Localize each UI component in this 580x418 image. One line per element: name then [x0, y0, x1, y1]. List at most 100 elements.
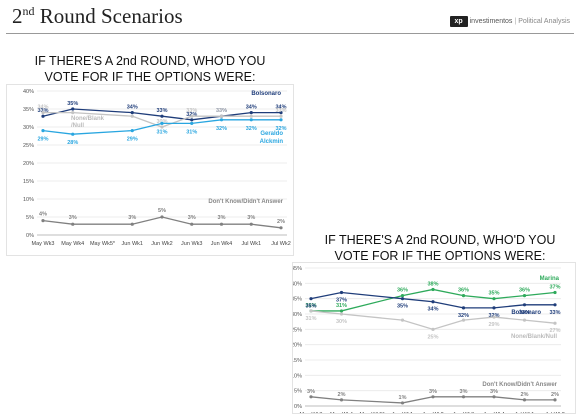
chart2-data-point [522, 303, 527, 307]
chart2-ytick-label: 45% [293, 266, 302, 272]
chart1-data-point [190, 118, 194, 122]
chart2-data-label: 37% [549, 285, 560, 291]
chart2-data-label: 38% [427, 281, 438, 287]
chart2-heading-line2: VOTE FOR IF THE OPTIONS WERE: [334, 249, 546, 263]
chart2-data-label: 2% [551, 392, 559, 398]
chart1-data-point [249, 114, 253, 118]
chart2-data-label: 36% [397, 288, 408, 294]
chart2-ytick-label: 0% [294, 404, 302, 410]
chart1-data-point [279, 111, 283, 115]
chart2-ytick-label: 40% [293, 281, 302, 287]
chart2-data-point [461, 318, 466, 322]
chart2-data-label: 27% [549, 328, 560, 334]
chart2-data-point [339, 312, 344, 316]
chart2-data-point [461, 294, 466, 298]
chart1-data-label: 3% [128, 215, 136, 221]
chart1-ytick-label: 10% [23, 197, 34, 203]
chart2-data-label: 33% [549, 310, 560, 316]
chart2-data-label: 1% [399, 395, 407, 401]
brand-logo: xp investimentos | Political Analysis [449, 16, 570, 27]
chart1-data-point [219, 114, 224, 118]
chart1-data-point [249, 222, 253, 226]
chart1-data-point [279, 118, 283, 122]
title-number: 2 [12, 4, 23, 28]
chart2-data-point [522, 294, 527, 298]
chart1-data-point [190, 114, 194, 118]
chart1-series-name-label: Alckmin [260, 139, 284, 145]
chart1-series-name-label: Bolsonaro [251, 91, 281, 97]
chart2-data-label: 35% [305, 304, 316, 310]
chart2-data-point [461, 395, 466, 399]
chart1-ytick-label: 0% [26, 233, 34, 239]
chart2-data-point [522, 318, 527, 322]
chart1-data-point [160, 121, 164, 125]
chart2-series-line [311, 288, 556, 312]
chart1-data-point [130, 222, 134, 226]
chart2-data-point [309, 297, 313, 301]
chart1-data-label: 34% [37, 105, 48, 111]
chart1-data-point [130, 114, 134, 118]
chart2-data-label: 36% [458, 288, 469, 294]
chart2-series-line [310, 291, 555, 309]
chart2-data-point [553, 303, 557, 307]
chart1-xtick-label: Jul Wk2 [271, 241, 291, 247]
chart2-data-label: 31% [336, 303, 347, 309]
chart2-data-point [522, 398, 527, 402]
chart2-data-label: 3% [429, 389, 437, 395]
chart1-data-point [160, 114, 164, 118]
chart1-data-label: 3% [188, 215, 196, 221]
chart2-data-point [553, 290, 557, 295]
chart2-data-label: 25% [427, 334, 438, 340]
chart1-series-name-label: /Null [71, 123, 84, 129]
chart2-data-point [553, 398, 557, 402]
chart2-series-name-label: Bolsonaro [511, 310, 541, 316]
chart1-ytick-label: 25% [23, 143, 34, 149]
chart1-data-label: 29% [127, 137, 138, 143]
chart2-data-label: 3% [307, 389, 315, 395]
logo-subtitle: Political Analysis [518, 18, 570, 25]
chart2-data-label: 29% [488, 322, 499, 328]
chart2-data-label: 2% [521, 392, 529, 398]
chart2-data-label: 35% [397, 304, 408, 310]
chart2-data-point [431, 395, 435, 399]
chart1-ytick-label: 20% [23, 161, 34, 167]
chart2-data-point [492, 315, 496, 319]
chart2-data-label: 31% [305, 303, 316, 309]
chart2-data-point [339, 398, 344, 402]
chart2-ytick-label: 35% [293, 297, 302, 303]
chart2-data-label: 3% [490, 389, 498, 395]
chart2-heading-line1: IF THERE'S A 2nd ROUND, WHO'D YOU [324, 233, 556, 247]
chart1-data-label: 34% [275, 105, 286, 111]
chart1-ytick-label: 40% [23, 89, 34, 95]
header-divider [6, 33, 574, 34]
chart1-data-label: 32% [216, 126, 227, 132]
chart2-data-label: 31% [305, 316, 316, 322]
chart1-data-point [41, 111, 45, 115]
chart1-ytick-label: 5% [26, 215, 34, 221]
chart1-svg: 0% 5% 10% 15% 20% 25% 30% 35% 40% May Wk3 May Wk4 M… [23, 89, 291, 247]
chart1-series-line [42, 119, 281, 135]
chart1-series-name-label: None/Blank [71, 116, 105, 122]
chart2-series-line [310, 310, 556, 331]
chart2-data-point [400, 297, 405, 301]
chart1-xtick-label: Jun Wk1 [122, 241, 143, 247]
chart1-data-point [219, 222, 224, 226]
chart2-data-point [309, 395, 313, 399]
chart2-data-point [461, 306, 466, 310]
chart1-xtick-label: May Wk3 [32, 241, 55, 247]
chart1-data-label: 3% [247, 215, 255, 221]
chart1-ytick-label: 30% [23, 125, 34, 131]
chart1-data-point [279, 226, 283, 230]
chart2-series-name-label: Don't Know/Didn't Answer [482, 382, 557, 388]
chart1-xtick-label: Jul Wk1 [241, 241, 261, 247]
chart2-ytick-label: 10% [293, 373, 302, 379]
chart1-heading: IF THERE'S A 2nd ROUND, WHO'D YOU VOTE F… [0, 53, 300, 85]
chart2-data-point [431, 300, 435, 304]
chart1-series-line [43, 111, 281, 128]
chart1-series-name-label: Don't Know/Didn't Answer [208, 199, 283, 205]
chart2-data-point [339, 309, 344, 313]
chart2-data-label: 2% [338, 392, 346, 398]
chart1-data-point [190, 121, 194, 125]
title-rest: Round Scenarios [34, 4, 183, 28]
